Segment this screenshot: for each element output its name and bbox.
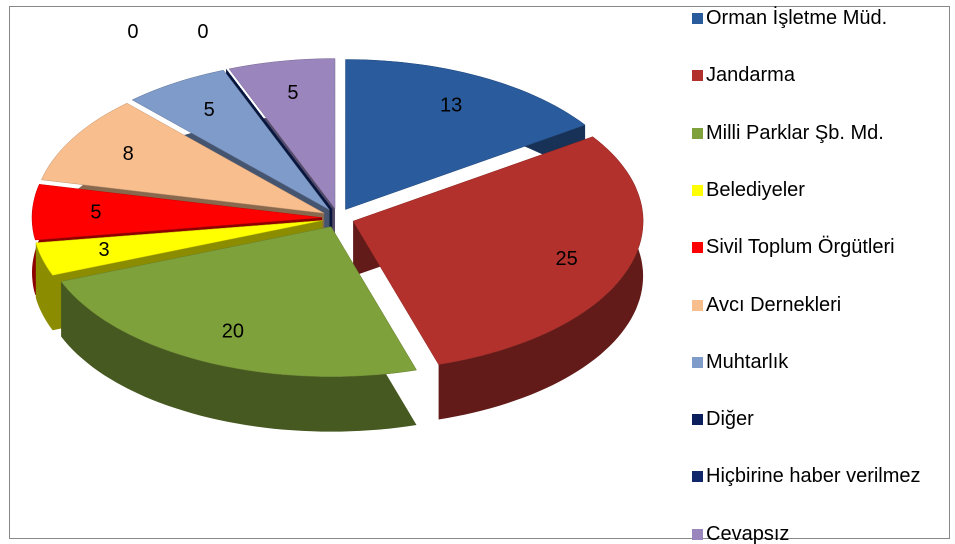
legend-item: Hiçbirine haber verilmez	[692, 466, 950, 487]
data-label: 5	[287, 82, 298, 104]
slice	[228, 58, 336, 210]
data-label: 20	[222, 320, 244, 342]
legend-label: Milli Parklar Şb. Md.	[706, 121, 884, 144]
legend-label: Cevapsız	[706, 522, 790, 544]
slice	[41, 102, 325, 214]
slice	[226, 69, 333, 210]
legend-swatch	[692, 356, 703, 368]
slice-side	[61, 226, 417, 432]
data-label: 5	[90, 202, 101, 224]
legend-item: Jandarma	[692, 65, 950, 86]
legend-swatch	[692, 184, 703, 196]
slice	[352, 136, 644, 365]
legend-item: Avcı Dernekleri	[692, 293, 950, 316]
legend-item: Muhtarlık	[692, 350, 950, 373]
legend-swatch	[692, 414, 703, 426]
legend-swatch	[692, 528, 703, 540]
legend-label: Orman İşletme Müd.	[706, 7, 888, 29]
data-label: 25	[555, 248, 577, 270]
slice	[131, 69, 330, 211]
legend-item: Belediyeler	[692, 178, 950, 201]
slice	[35, 220, 323, 276]
slice	[345, 59, 586, 210]
data-label: 0	[197, 21, 208, 43]
legend-item: Orman İşletme Müd.	[692, 8, 950, 29]
legend-item: Diğer	[692, 409, 950, 430]
data-label: 8	[123, 143, 134, 165]
legend-label: Muhtarlık	[706, 350, 789, 373]
legend-label: Belediyeler	[706, 178, 805, 201]
legend-label: Jandarma	[706, 64, 795, 87]
frame	[9, 6, 950, 539]
legend-swatch	[692, 13, 703, 24]
data-label: 13	[440, 94, 462, 116]
data-label: 0	[127, 21, 138, 43]
legend-label: Hiçbirine haber verilmez	[706, 465, 921, 488]
legend-swatch	[692, 242, 703, 254]
slice	[60, 226, 417, 377]
legend-item: Cevapsız	[692, 522, 950, 544]
legend-item: Milli Parklar Şb. Md.	[692, 121, 950, 144]
slice	[31, 184, 323, 241]
legend-swatch	[692, 471, 703, 483]
legend-label: Diğer	[706, 408, 754, 431]
data-label: 3	[98, 239, 109, 261]
legend-label: Sivil Toplum Örgütleri	[706, 236, 895, 259]
legend-item: Sivil Toplum Örgütleri	[692, 237, 950, 258]
legend-label: Avcı Dernekleri	[706, 293, 842, 316]
legend-swatch	[692, 127, 703, 139]
data-label: 5	[204, 99, 215, 121]
legend-swatch	[692, 299, 703, 311]
legend-swatch	[692, 70, 703, 82]
